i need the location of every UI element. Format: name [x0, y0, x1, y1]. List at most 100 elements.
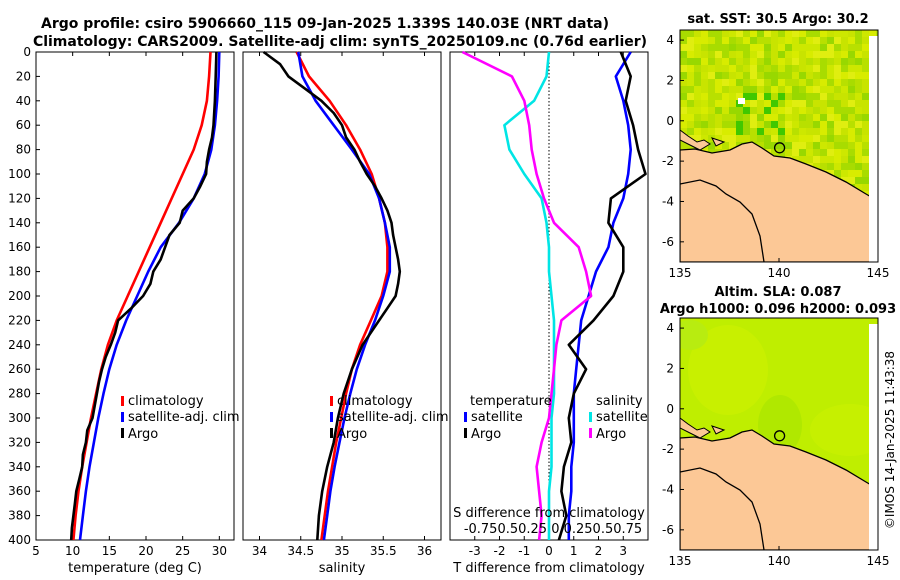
sst-cell — [785, 65, 792, 72]
sst-cell — [743, 72, 750, 79]
series-line-argo — [262, 50, 402, 541]
sst-cell — [687, 114, 694, 121]
sst-cell — [841, 79, 848, 86]
sst-cell — [827, 72, 834, 79]
map-x-tick-label: 135 — [669, 554, 692, 568]
map-y-tick-label: -6 — [662, 235, 674, 249]
sst-cell — [792, 128, 799, 135]
sst-cell — [799, 79, 806, 86]
sst-cell — [806, 100, 813, 107]
sst-cell — [813, 142, 820, 149]
sst-cell — [708, 114, 715, 121]
sst-cell — [820, 79, 827, 86]
sst-cell — [708, 30, 715, 37]
series-line-s-argo — [461, 50, 593, 541]
sst-cell — [771, 72, 778, 79]
x-tick-label: 34 — [252, 544, 267, 558]
sst-cell — [792, 121, 799, 128]
sst-cell — [806, 156, 813, 163]
sst-cell — [750, 44, 757, 51]
sst-cell — [862, 58, 869, 65]
sst-cell — [813, 30, 820, 37]
sst-cell — [848, 100, 855, 107]
sla-land-new-guinea — [680, 429, 878, 550]
sst-cell — [785, 72, 792, 79]
map-x-tick-label: 145 — [867, 266, 890, 280]
sst-cell — [862, 100, 869, 107]
sst-cell — [701, 86, 708, 93]
sst-cell — [813, 128, 820, 135]
sst-cell — [764, 100, 771, 107]
sst-cell — [827, 121, 834, 128]
sst-cell — [841, 142, 848, 149]
map-y-tick-label: 2 — [666, 73, 674, 87]
sst-cell — [862, 86, 869, 93]
sla-map-subtitle: Argo h1000: 0.096 h2000: 0.093 — [660, 302, 896, 317]
sst-cell — [827, 37, 834, 44]
sst-cell — [820, 58, 827, 65]
sst-cell — [820, 121, 827, 128]
sst-cell — [813, 79, 820, 86]
sst-cell — [813, 65, 820, 72]
sst-cell — [827, 65, 834, 72]
sst-cell — [694, 114, 701, 121]
sst-land-new-guinea — [680, 141, 878, 262]
sla-highlight — [680, 320, 708, 350]
legend-t-satellite: satellite — [471, 410, 523, 425]
sst-cell — [806, 86, 813, 93]
sst-cell — [736, 135, 743, 142]
legend-temperature-title: temperature — [470, 394, 552, 409]
sst-cell — [771, 128, 778, 135]
sst-cell — [715, 79, 722, 86]
sst-cell — [855, 177, 862, 184]
difference-axes-frame — [449, 51, 649, 541]
sst-cell — [806, 58, 813, 65]
sst-cell — [820, 163, 827, 170]
sst-cell — [736, 128, 743, 135]
sst-cell — [694, 44, 701, 51]
legend-satellite: satellite-adj. clim — [128, 410, 240, 425]
x-tick-label: 0 — [545, 544, 553, 558]
sst-cell — [708, 72, 715, 79]
map-y-tick-label: -6 — [662, 523, 674, 537]
sst-cell — [827, 170, 834, 177]
sst-cell — [771, 86, 778, 93]
legend-swatch-s-satellite — [589, 412, 592, 422]
sst-cell — [785, 128, 792, 135]
sst-cell — [764, 72, 771, 79]
sst-cell — [694, 65, 701, 72]
difference-xlabel: T difference from climatology — [452, 561, 645, 576]
x-tick-label: 5 — [32, 544, 40, 558]
legend-swatch-s-argo — [589, 428, 592, 438]
sst-cell — [785, 79, 792, 86]
sst-cell — [855, 170, 862, 177]
sst-cell — [841, 114, 848, 121]
sst-cell — [820, 44, 827, 51]
x-tick-label: 36 — [417, 544, 432, 558]
sst-cell — [862, 142, 869, 149]
sst-cell — [701, 44, 708, 51]
sst-cell — [778, 142, 785, 149]
y-tick-label: 160 — [8, 240, 31, 254]
sst-cell — [841, 51, 848, 58]
sst-cell — [855, 37, 862, 44]
sst-cell — [757, 100, 764, 107]
sst-cell — [729, 121, 736, 128]
sst-cell — [736, 65, 743, 72]
sst-cell — [792, 79, 799, 86]
title-line-2: Climatology: CARS2009. Satellite-adj cli… — [33, 34, 647, 50]
sst-cell — [736, 79, 743, 86]
sst-cell — [729, 37, 736, 44]
sst-cell — [806, 51, 813, 58]
sst-cell — [820, 156, 827, 163]
sst-cell — [834, 142, 841, 149]
y-tick-label: 300 — [8, 411, 31, 425]
sst-cell — [785, 44, 792, 51]
sla-map: Altim. SLA: 0.087 Argo h1000: 0.096 h200… — [660, 285, 896, 568]
legend-argo: Argo — [128, 427, 158, 442]
sst-cell — [834, 107, 841, 114]
sst-cell — [750, 30, 757, 37]
y-tick-label: 120 — [8, 191, 31, 205]
sst-cell — [848, 65, 855, 72]
sst-cell — [701, 107, 708, 114]
